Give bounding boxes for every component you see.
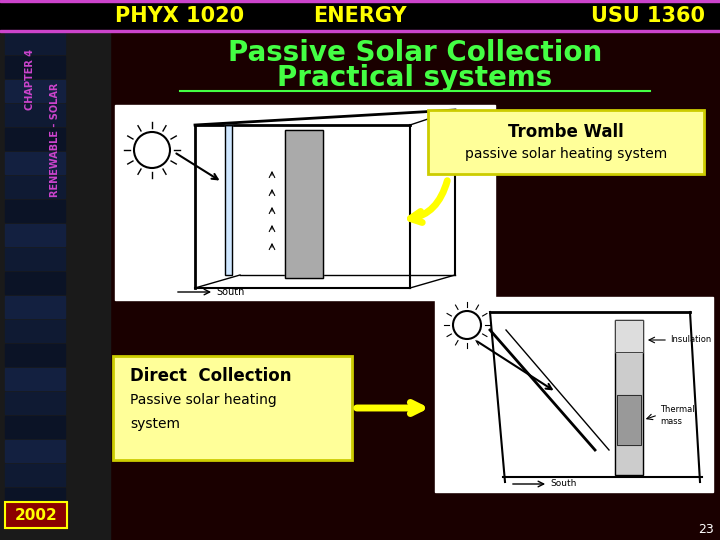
Bar (5, 488, 65, 510)
Text: PHYX 1020: PHYX 1020 (115, 6, 244, 26)
Bar (5, 80, 65, 102)
Text: Trombe Wall: Trombe Wall (508, 123, 624, 141)
FancyBboxPatch shape (428, 110, 704, 174)
Bar (5, 152, 65, 174)
Bar (285, 130, 323, 278)
Bar (225, 125, 232, 275)
Text: Direct  Collection: Direct Collection (130, 367, 292, 385)
Bar (5, 272, 65, 294)
Text: South: South (216, 287, 244, 297)
Text: South: South (550, 480, 577, 489)
Text: passive solar heating system: passive solar heating system (465, 147, 667, 161)
Bar (5, 296, 65, 318)
Bar (5, 128, 65, 150)
Bar (285, 130, 323, 278)
Bar (225, 125, 232, 275)
Bar (617, 395, 641, 445)
Text: RENEWABLE - SOLAR: RENEWABLE - SOLAR (50, 83, 60, 197)
Bar (5, 32, 65, 54)
Bar (0, 0, 720, 30)
Text: Thermal: Thermal (660, 406, 695, 415)
Bar (5, 368, 65, 390)
Bar (5, 248, 65, 270)
Text: Passive Solar Collection: Passive Solar Collection (228, 39, 602, 67)
Bar (5, 416, 65, 438)
Bar (5, 344, 65, 366)
Bar (5, 176, 65, 198)
Bar (5, 200, 65, 222)
Text: CHAPTER 4: CHAPTER 4 (25, 50, 35, 111)
Bar (5, 104, 65, 126)
Text: Insulation: Insulation (670, 335, 711, 345)
Bar (615, 320, 643, 475)
Text: 23: 23 (698, 523, 714, 536)
Bar (5, 320, 65, 342)
Bar (0, 30, 720, 32)
Text: Passive solar heating: Passive solar heating (130, 393, 276, 407)
Text: USU 1360: USU 1360 (591, 6, 705, 26)
Bar (615, 320, 643, 352)
Bar (5, 464, 65, 486)
Bar (0, 0, 110, 540)
Text: ENERGY: ENERGY (313, 6, 407, 26)
Bar (617, 395, 641, 445)
Bar (5, 392, 65, 414)
Circle shape (134, 132, 170, 168)
Text: Practical systems: Practical systems (277, 64, 553, 92)
Bar (5, 502, 67, 528)
Bar (5, 440, 65, 462)
Bar (115, 105, 495, 300)
Bar (615, 320, 643, 352)
Circle shape (453, 311, 481, 339)
Text: system: system (130, 417, 180, 431)
Bar (435, 297, 713, 492)
Bar (5, 224, 65, 246)
FancyBboxPatch shape (113, 356, 352, 460)
Bar (5, 502, 67, 528)
Text: 2002: 2002 (14, 508, 58, 523)
Bar (5, 56, 65, 78)
Text: mass: mass (660, 417, 682, 427)
Bar (0, 0, 720, 2)
Bar (615, 320, 643, 475)
